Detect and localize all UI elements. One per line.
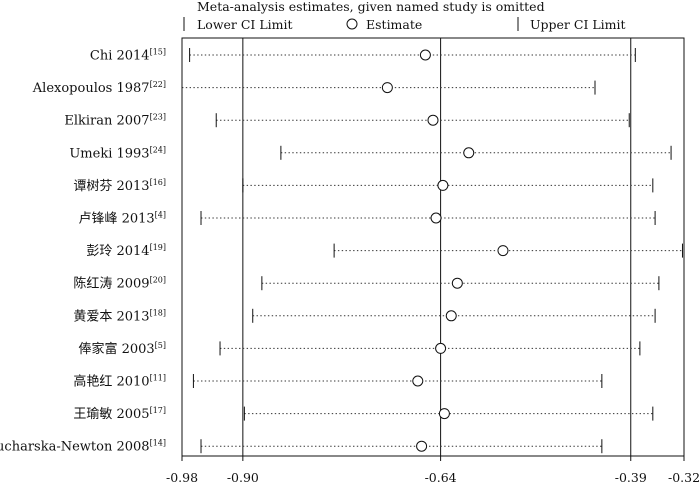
study-label: Chi 2014[15] [90,48,166,64]
study-row: 黄爱本 2013[18] [73,308,656,324]
study-reference: [18] [150,308,166,317]
estimate-marker [451,277,463,289]
study-name: 彭玲 2014 [86,244,149,259]
study-label: 谭树芬 2013[16] [73,178,166,194]
study-name: 王瑜敏 2005 [73,407,149,422]
study-reference: [16] [150,178,166,187]
study-row: 彭玲 2014[19] [86,243,683,259]
study-reference: [20] [150,276,166,285]
x-tick-label: -0.32 [668,470,700,485]
study-reference: [24] [150,145,166,154]
study-name: 陈红涛 2009 [73,276,149,292]
study-reference: [4] [155,211,166,220]
study-row: Kucharska-Newton 2008[14] [0,439,603,455]
study-name: Umeki 1993 [69,146,149,161]
study-label: 陈红涛 2009[20] [73,276,166,292]
study-reference: [22] [150,80,166,89]
estimate-marker [430,212,442,224]
estimate-marker [463,147,475,159]
study-name: 俸家富 2003 [78,341,154,357]
study-name: 高艳红 2010 [73,374,149,390]
legend-upper-label: Upper CI Limit [530,17,626,32]
study-row: 王瑜敏 2005[17] [73,406,654,422]
study-reference: [19] [150,243,166,252]
study-reference: [11] [150,374,166,383]
estimate-marker [416,440,428,452]
study-label: Kucharska-Newton 2008[14] [0,439,166,455]
study-label: Umeki 1993[24] [69,145,166,161]
study-name: Kucharska-Newton 2008 [0,440,150,455]
x-axis: -0.98 -0.90 -0.64 -0.39 -0.32 [166,456,700,485]
legend-estimate-label: Estimate [366,17,422,32]
study-label: 黄爱本 2013[18] [73,308,166,324]
x-tick-label: -0.98 [166,470,198,485]
estimate-marker [412,375,424,387]
plot-frame [181,37,685,457]
estimate-marker [445,310,457,322]
study-reference: [15] [150,48,166,57]
study-label: 高艳红 2010[11] [73,374,166,390]
study-row: 陈红涛 2009[20] [73,276,660,292]
study-row: Umeki 1993[24] [69,145,672,161]
legend-lower-label: Lower CI Limit [197,17,293,32]
study-name: 卢锋峰 2013 [78,211,154,227]
estimate-marker [419,49,431,61]
study-row: 谭树芬 2013[16] [73,178,654,194]
study-label: 彭玲 2014[19] [86,243,166,259]
estimate-marker [437,179,449,191]
study-row: Alexopoulos 1987[22] [32,80,596,96]
estimate-marker [381,82,393,94]
study-row: Chi 2014[15] [90,48,636,64]
study-row: 卢锋峰 2013[4] [78,211,656,227]
x-tick-label: -0.39 [615,470,647,485]
estimate-marker [435,342,447,354]
study-reference: [23] [150,113,166,122]
legend-estimate-marker [346,18,358,30]
study-label: Alexopoulos 1987[22] [32,80,166,96]
study-label: 俸家富 2003[5] [78,341,166,357]
estimate-marker [427,114,439,126]
study-reference: [5] [155,341,166,350]
study-name: Elkiran 2007 [64,114,149,129]
study-name: 黄爱本 2013 [73,309,149,324]
study-reference: [14] [150,439,166,448]
chart-title: Meta-analysis estimates, given named stu… [197,0,545,14]
study-label: 王瑜敏 2005[17] [73,406,166,422]
study-reference: [17] [150,406,166,415]
study-name: Chi 2014 [90,49,150,64]
estimate-marker [438,408,450,420]
legend: Lower CI Limit Estimate Upper CI Limit [183,17,626,32]
estimate-marker [497,245,509,257]
study-rows: Chi 2014[15] Alexopoulos 1987[22] Elkiran … [0,48,683,455]
study-label: Elkiran 2007[23] [64,113,166,129]
reference-lines [242,38,632,456]
study-row: 俸家富 2003[5] [78,341,641,357]
study-name: 谭树芬 2013 [73,179,149,194]
study-name: Alexopoulos 1987 [32,81,150,96]
study-row: Elkiran 2007[23] [64,113,630,129]
x-tick-label: -0.90 [227,470,259,485]
study-label: 卢锋峰 2013[4] [78,211,166,227]
study-row: 高艳红 2010[11] [73,374,603,390]
x-tick-label: -0.64 [425,470,457,485]
